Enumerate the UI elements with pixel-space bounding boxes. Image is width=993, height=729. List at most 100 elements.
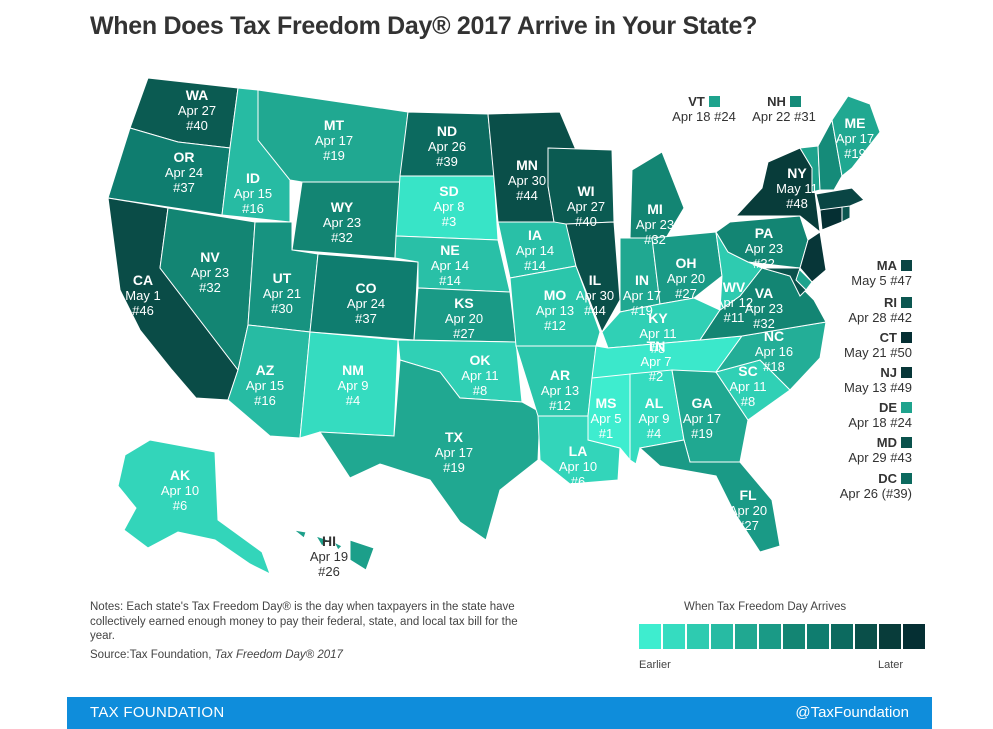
map-label-KS-rank: #27 bbox=[453, 326, 475, 341]
map-label-KY-date: Apr 11 bbox=[639, 326, 676, 341]
source-prefix: Source:Tax Foundation, bbox=[90, 648, 215, 661]
state-MI[interactable] bbox=[629, 151, 685, 239]
map-label-NC-date: Apr 16 bbox=[755, 344, 793, 359]
map-label-ID-date: Apr 15 bbox=[234, 186, 272, 201]
map-label-AK-date: Apr 10 bbox=[161, 483, 199, 498]
map-label-AL: AL Apr 9 #4 bbox=[638, 395, 669, 441]
map-label-WV-abbr: WV bbox=[723, 279, 746, 295]
map-label-ME: ME Apr 17 #19 bbox=[836, 115, 874, 161]
de-swatch bbox=[901, 402, 912, 413]
ct-abbr: CT bbox=[879, 330, 897, 345]
map-label-WY-date: Apr 23 bbox=[323, 215, 361, 230]
state-RI[interactable] bbox=[841, 205, 851, 223]
map-label-AK: AK Apr 10 #6 bbox=[161, 467, 199, 513]
map-label-OH-rank: #27 bbox=[675, 286, 697, 301]
map-label-ME-rank: #19 bbox=[844, 146, 866, 161]
map-label-LA-rank: #6 bbox=[571, 474, 585, 489]
nj-swatch bbox=[901, 367, 912, 378]
map-label-AR-abbr: AR bbox=[550, 367, 570, 383]
map-label-FL-rank: #27 bbox=[737, 518, 759, 533]
md-rank: #43 bbox=[890, 450, 912, 465]
state-ME[interactable] bbox=[831, 95, 881, 177]
map-label-CA-date: May 1 bbox=[125, 288, 160, 303]
map-label-SC-abbr: SC bbox=[738, 363, 757, 379]
state-NH[interactable] bbox=[817, 118, 843, 191]
map-label-HI-date: Apr 19 bbox=[310, 549, 348, 564]
map-label-WV-rank: #11 bbox=[724, 310, 745, 325]
nj-abbr: NJ bbox=[880, 365, 897, 380]
map-label-NY: NY May 11 #48 bbox=[776, 165, 818, 211]
md-swatch bbox=[901, 437, 912, 448]
map-label-CA: CA May 1 #46 bbox=[125, 272, 160, 318]
legend-swatch-2 bbox=[663, 624, 685, 649]
map-label-TN-abbr: TN bbox=[647, 338, 666, 354]
map-label-MI-abbr: MI bbox=[647, 201, 663, 217]
map-label-MT-date: Apr 17 bbox=[315, 133, 353, 148]
de-rank: #24 bbox=[890, 415, 912, 430]
map-label-WV-date: Apr 12 bbox=[715, 295, 753, 310]
map-label-TX-abbr: TX bbox=[445, 429, 464, 445]
map-label-IL: IL Apr 30 #44 bbox=[576, 272, 614, 318]
map-label-ND: ND Apr 26 #39 bbox=[428, 123, 466, 169]
map-label-NC-rank: #18 bbox=[763, 359, 785, 374]
legend-swatch-11 bbox=[879, 624, 901, 649]
map-label-GA-date: Apr 17 bbox=[683, 411, 721, 426]
map-label-IN-date: Apr 17 bbox=[623, 288, 661, 303]
map-label-UT: UT Apr 21 #30 bbox=[263, 270, 301, 316]
map-label-OK-date: Apr 11 bbox=[461, 368, 498, 383]
source-title: Tax Freedom Day® 2017 bbox=[214, 648, 343, 661]
vt-date: Apr 18 bbox=[672, 109, 711, 124]
vt-rank: #24 bbox=[714, 109, 736, 124]
state-OH[interactable] bbox=[651, 231, 723, 305]
nj-rank: #49 bbox=[890, 380, 912, 395]
map-label-IL-rank: #44 bbox=[584, 303, 606, 318]
state-IL[interactable] bbox=[565, 221, 621, 334]
map-label-IN-abbr: IN bbox=[635, 272, 649, 288]
map-label-IA-date: Apr 14 bbox=[516, 243, 554, 258]
map-label-NC: NC Apr 16 #18 bbox=[755, 328, 793, 374]
state-VT[interactable] bbox=[799, 145, 821, 193]
state-MO[interactable] bbox=[509, 265, 601, 347]
map-label-HI-rank: #26 bbox=[318, 564, 340, 579]
de-date: Apr 18 bbox=[848, 415, 887, 430]
map-label-AZ-abbr: AZ bbox=[256, 362, 275, 378]
state-FL[interactable] bbox=[638, 439, 781, 553]
map-label-NY-date: May 11 bbox=[776, 181, 818, 196]
map-label-GA-rank: #19 bbox=[691, 426, 713, 441]
map-label-VA-date: Apr 23 bbox=[745, 301, 783, 316]
state-NJ[interactable] bbox=[799, 231, 827, 283]
map-label-AR-date: Apr 13 bbox=[541, 383, 579, 398]
nj-date: May 13 bbox=[844, 380, 887, 395]
map-label-AL-date: Apr 9 bbox=[638, 411, 669, 426]
map-label-MS-rank: #1 bbox=[599, 426, 613, 441]
map-label-KY-rank: #8 bbox=[651, 341, 665, 356]
map-label-IL-abbr: IL bbox=[589, 272, 602, 288]
side-label-NJ: NJ May 13 #49 bbox=[832, 365, 912, 395]
map-label-CO-rank: #37 bbox=[355, 311, 377, 326]
map-label-MS-date: Apr 5 bbox=[590, 411, 621, 426]
footer-handle[interactable]: @TaxFoundation bbox=[795, 704, 909, 721]
state-MD[interactable] bbox=[761, 267, 807, 297]
state-HI[interactable] bbox=[292, 529, 375, 571]
map-label-MI: MI Apr 23 #32 bbox=[636, 201, 674, 247]
map-label-GA-abbr: GA bbox=[692, 395, 713, 411]
legend-color-scale bbox=[639, 624, 925, 649]
side-label-VT: VT Apr 18 #24 bbox=[668, 94, 740, 124]
map-label-VA: VA Apr 23 #32 bbox=[745, 285, 783, 331]
map-label-IL-date: Apr 30 bbox=[576, 288, 614, 303]
map-label-LA: LA Apr 10 #6 bbox=[559, 443, 597, 489]
map-label-MO: MO Apr 13 #12 bbox=[536, 287, 574, 333]
side-label-CT: CT May 21 #50 bbox=[832, 330, 912, 360]
map-label-CA-abbr: CA bbox=[133, 272, 153, 288]
map-label-NV-abbr: NV bbox=[200, 249, 220, 265]
map-label-KS-abbr: KS bbox=[454, 295, 473, 311]
ma-swatch bbox=[901, 260, 912, 271]
state-TX[interactable] bbox=[319, 359, 541, 541]
map-label-CA-rank: #46 bbox=[132, 303, 154, 318]
ri-date: Apr 28 bbox=[848, 310, 887, 325]
map-label-SC-date: Apr 11 bbox=[729, 379, 766, 394]
state-MA[interactable] bbox=[815, 187, 865, 211]
state-AK[interactable] bbox=[117, 439, 271, 576]
ct-date: May 21 bbox=[844, 345, 887, 360]
